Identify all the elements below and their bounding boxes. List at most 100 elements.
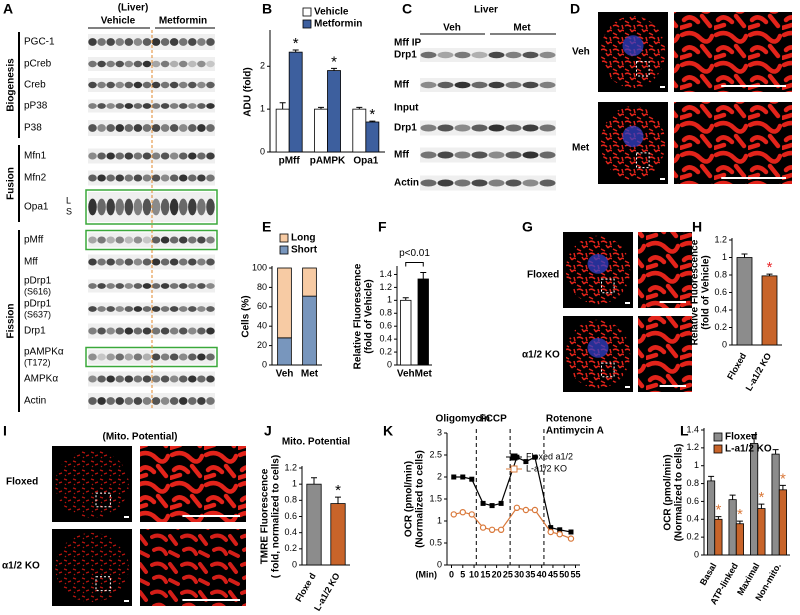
point [498, 500, 504, 506]
y-tick-label: 100 [252, 262, 267, 272]
bar [306, 483, 322, 566]
y-tick-label: 1 [387, 295, 392, 305]
row-label: Actin [394, 178, 419, 189]
blot [420, 78, 556, 92]
blot-band [106, 198, 115, 216]
blot [88, 302, 215, 316]
micrograph-zoom [674, 102, 792, 184]
blot-band [106, 397, 115, 405]
blot-band [151, 236, 161, 244]
blot-band [97, 103, 106, 109]
blot-band [169, 306, 179, 312]
bar [314, 108, 328, 153]
blot-band [151, 124, 161, 132]
blot-band [115, 375, 125, 383]
panel-letter: D [570, 1, 580, 17]
row-label: Creb [24, 80, 46, 91]
blot-band [106, 258, 115, 266]
blot-band [420, 81, 437, 89]
blot-band [160, 353, 170, 361]
legend-label: Short [291, 245, 318, 256]
blot-band [178, 198, 188, 216]
bar [277, 337, 292, 366]
point [531, 506, 539, 514]
treatment-label: Rotenone [546, 414, 593, 425]
y-tick-label: 2 [260, 61, 265, 71]
blot-band [160, 81, 170, 89]
blot-band [115, 81, 125, 89]
roi-box [636, 152, 650, 169]
blot-band [197, 60, 206, 68]
bar [757, 508, 766, 556]
x-tick-label: 30 [514, 569, 524, 579]
blot-band [88, 397, 97, 405]
blot-band [178, 258, 188, 266]
blot-band [133, 397, 143, 405]
blot-band [169, 38, 179, 46]
blot-band [88, 124, 97, 132]
blot [420, 147, 556, 163]
blot-band [169, 103, 179, 109]
blot-band [151, 152, 161, 160]
y-tick-label: 1.2 [284, 462, 297, 472]
blot [420, 48, 556, 62]
blot-band [106, 81, 115, 89]
y-tick-label: 20 [257, 340, 267, 350]
x-tick-label: 35 [525, 569, 535, 579]
blot-band [437, 179, 454, 187]
point [468, 511, 475, 518]
blot-band [197, 81, 206, 89]
y-tick-label: 0 [722, 339, 727, 349]
blot-band [124, 152, 134, 160]
row-label: Floxed [527, 270, 559, 281]
blot-band [88, 327, 97, 335]
blot-band [206, 152, 215, 160]
blot-band [539, 51, 556, 59]
micrograph-zoom [638, 316, 692, 392]
panel-letter: E [262, 219, 271, 235]
blot-band [133, 283, 143, 289]
blot-band [471, 51, 488, 59]
y-axis-label: Cells (%) [241, 295, 252, 337]
y-axis-label: OCR (pmol/min) [404, 461, 415, 537]
panel-letter: J [264, 423, 272, 439]
treatment-label: Antimycin A [546, 426, 604, 437]
blot-band [124, 397, 134, 405]
row-label: Actin [24, 396, 46, 407]
blot-band [160, 397, 170, 405]
blot-band [151, 327, 161, 335]
blot-band [188, 60, 197, 68]
blot-band [115, 283, 125, 289]
blot-band [97, 327, 106, 335]
y-tick-label: 0.4 [686, 514, 699, 524]
blot-band [488, 124, 505, 132]
blot-band [471, 124, 488, 132]
blot-band [124, 283, 134, 289]
blot-band [115, 152, 125, 160]
blot-band [133, 258, 143, 266]
blot-band [178, 283, 188, 289]
x-tick-label: Basal [698, 561, 719, 587]
blot-band [97, 174, 106, 182]
blot-band [160, 152, 170, 160]
row-label: α1/2 KO [2, 561, 40, 572]
y-tick-label: 1 [260, 104, 265, 114]
row-label: Mff [24, 257, 38, 268]
blot-band [88, 60, 97, 68]
point [547, 528, 554, 536]
roi-box [601, 362, 615, 378]
blot-band [454, 81, 471, 89]
legend-swatch [302, 7, 312, 17]
nucleus [622, 35, 644, 56]
row-label: Met [572, 143, 590, 154]
blot-band [522, 179, 539, 187]
blot-band [188, 174, 197, 182]
blot-band [142, 60, 152, 68]
y-tick-label: 0.8 [379, 308, 392, 318]
row-label: AMPKα [24, 374, 58, 385]
cell [55, 532, 129, 603]
blot-band [124, 258, 134, 266]
section-label: Fusion [6, 167, 17, 200]
blot-band [142, 103, 152, 109]
